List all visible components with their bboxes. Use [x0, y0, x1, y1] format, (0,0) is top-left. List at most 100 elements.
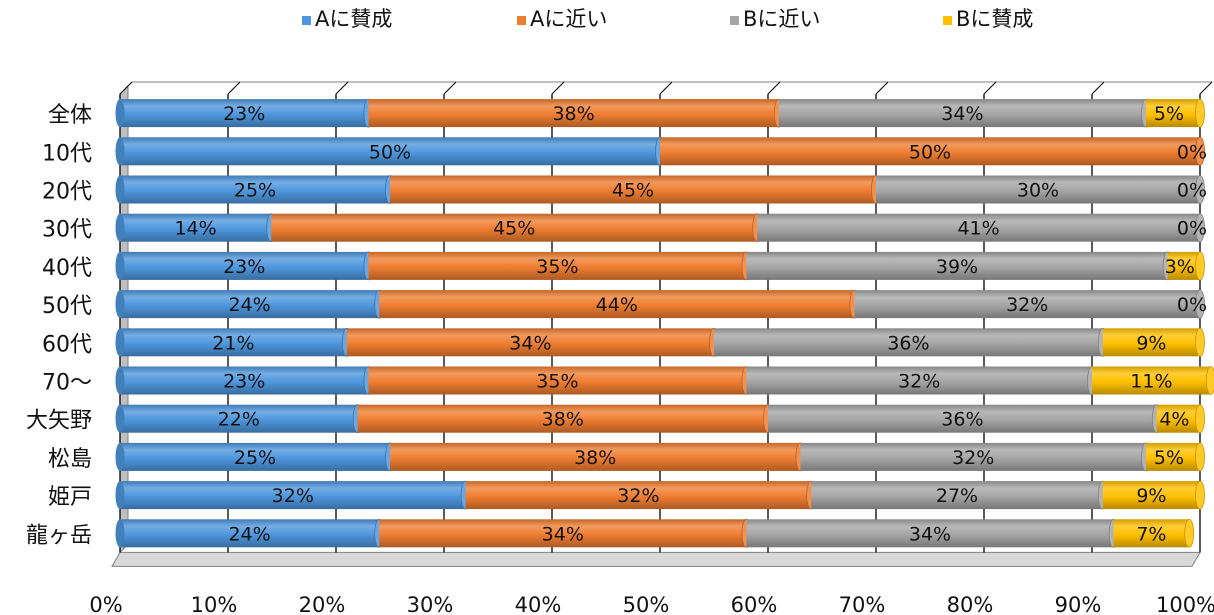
data-label: 38%: [574, 447, 616, 469]
bar-segment: [120, 404, 358, 433]
data-label: 11%: [1130, 371, 1172, 393]
data-label: 3%: [1165, 256, 1195, 278]
bar-segment: [379, 519, 747, 548]
data-label: 4%: [1159, 409, 1189, 431]
bar-segment: [120, 213, 272, 242]
bar-segment: [660, 137, 1200, 166]
gridline-top: [551, 81, 565, 95]
data-label: 9%: [1136, 332, 1166, 354]
x-tick-label: 70%: [839, 593, 886, 615]
gridline-top: [875, 81, 889, 95]
x-tick-label: 30%: [407, 593, 454, 615]
category-label: 70～: [42, 371, 92, 396]
category-label: 姫戸: [48, 485, 92, 510]
bar-segment: [390, 175, 876, 204]
data-label: 14%: [174, 218, 216, 240]
legend-label: Aに近い: [530, 7, 607, 31]
data-label: 34%: [909, 523, 951, 545]
floor: [111, 551, 1201, 567]
bar-segment: [120, 481, 466, 510]
data-label: 32%: [952, 447, 994, 469]
bar-segment: [746, 251, 1168, 280]
data-label: 9%: [1136, 485, 1166, 507]
data-label: 50%: [369, 141, 411, 163]
legend-swatch: [730, 16, 739, 25]
bar-segment: [120, 519, 380, 548]
legend-label: Aに賛成: [315, 7, 392, 31]
data-label: 21%: [212, 332, 254, 354]
bar-segment: [271, 213, 758, 242]
category-label: 20代: [42, 180, 92, 205]
bar-start-cap: [115, 137, 125, 166]
data-label: 50%: [909, 141, 951, 163]
data-label: 23%: [223, 256, 265, 278]
bar-segment: [811, 481, 1103, 510]
bar-segment: [1167, 251, 1200, 280]
data-label: 24%: [228, 523, 270, 545]
category-label: 40代: [42, 256, 92, 281]
data-label: 0%: [1177, 294, 1207, 316]
bar-segment: [714, 328, 1103, 357]
gridline-top: [119, 81, 133, 95]
data-label: 34%: [941, 103, 983, 125]
legend: Aに賛成 Aに近い Bに近い Bに賛成: [302, 7, 1033, 31]
data-label: 25%: [234, 180, 276, 202]
bar-segment: [368, 99, 779, 128]
data-label: 45%: [493, 218, 535, 240]
data-label: 32%: [1006, 294, 1048, 316]
bar-cap: [1195, 213, 1205, 243]
x-tick-label: 0%: [89, 593, 122, 615]
category-label: 30代: [42, 218, 92, 243]
bar-segment: [379, 290, 855, 319]
bar-segment: [120, 328, 347, 357]
legend-label: Bに近い: [743, 7, 820, 31]
bar-cap: [1195, 289, 1205, 319]
bar-cap: [1195, 98, 1205, 128]
category-label: 松島: [48, 447, 92, 472]
bar-segment: [120, 175, 390, 204]
data-label: 23%: [223, 103, 265, 125]
bar-segment: [778, 99, 1146, 128]
bars: [115, 98, 1214, 548]
bar-start-cap: [115, 99, 125, 128]
gridline-top: [443, 81, 457, 95]
bar-cap: [1195, 480, 1205, 510]
bar-start-cap: [115, 366, 125, 395]
bar-segment: [746, 519, 1114, 548]
bar-cap: [1195, 442, 1205, 472]
data-label: 0%: [1177, 141, 1207, 163]
bar-start-cap: [115, 290, 125, 319]
data-label: 35%: [536, 371, 578, 393]
bar-cap: [1195, 136, 1205, 166]
bar-segment: [800, 442, 1146, 471]
legend-label: Bに賛成: [956, 7, 1033, 31]
x-tick-label: 100%: [1156, 593, 1214, 615]
bar-segment: [1102, 481, 1200, 510]
data-label: 35%: [536, 256, 578, 278]
bar-segment: [854, 290, 1200, 319]
data-label: 32%: [272, 485, 314, 507]
bar-segment: [757, 213, 1200, 242]
legend-item: Bに賛成: [943, 7, 1033, 31]
bar-start-cap: [115, 519, 125, 548]
bar-cap: [1195, 251, 1205, 281]
legend-swatch: [302, 16, 311, 25]
bar-cap: [1195, 404, 1205, 434]
gridline-top: [659, 81, 673, 95]
bar-start-cap: [115, 481, 125, 510]
category-label: 大矢野: [26, 409, 92, 434]
category-label: 60代: [42, 332, 92, 357]
gridline-top: [227, 81, 241, 95]
data-label: 25%: [234, 447, 276, 469]
category-label: 50代: [42, 294, 92, 319]
gridline-top: [335, 81, 349, 95]
legend-item: Aに近い: [517, 7, 607, 31]
bar-start-cap: [115, 404, 125, 433]
data-label: 34%: [542, 523, 584, 545]
bar-segment: [120, 366, 369, 395]
data-label: 36%: [941, 409, 983, 431]
bar-segment: [465, 481, 812, 510]
data-label: 41%: [957, 218, 999, 240]
data-label: 22%: [218, 409, 260, 431]
